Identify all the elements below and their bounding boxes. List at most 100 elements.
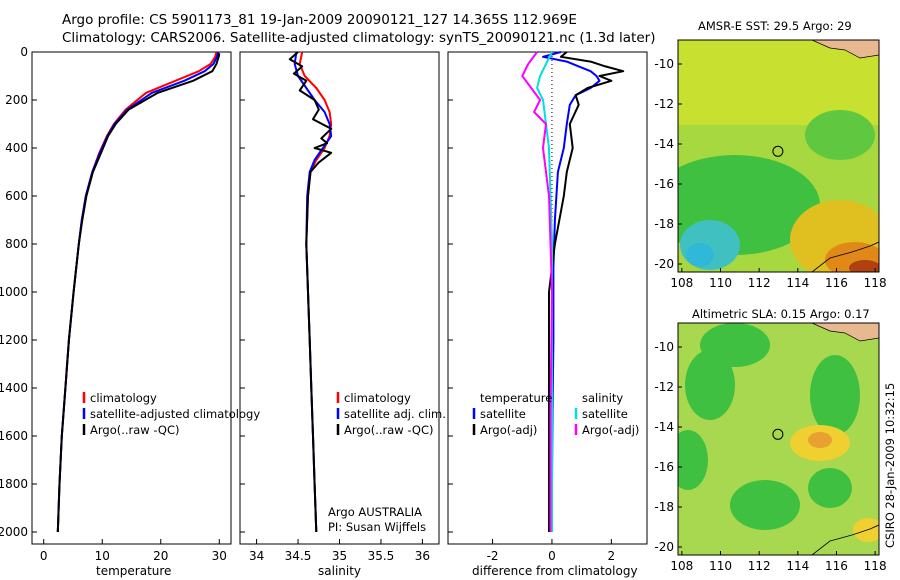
salinity-xlabel: salinity [318, 564, 361, 578]
sst-map-axes: 108 110 112 114 116 118 -10 -12 -14 -16 -18 -20 [654, 57, 886, 290]
map-y-tick-label: -18 [654, 500, 674, 514]
legend-title-temperature: temperature [480, 391, 552, 405]
map-y-tick-label: -10 [654, 340, 674, 354]
sla-low-region [678, 430, 708, 490]
map-x-tick-label: 108 [670, 559, 693, 573]
map-x-tick-label: 108 [670, 276, 693, 290]
salinity-plot-frame [239, 51, 440, 545]
legend-label-climatology: climatology [344, 391, 411, 405]
sla-map-panel: Altimetric SLA: 0.15 Argo: 0.17 108 110 11… [654, 307, 886, 573]
y-tick-label: 0 [20, 45, 28, 59]
map-x-tick-label: 112 [748, 559, 771, 573]
sst-hot-region [849, 260, 879, 272]
y-tick-label: 600 [5, 189, 28, 203]
x-tick-label: 20 [153, 549, 168, 563]
y-tick-label: 2000 [0, 525, 28, 539]
map-x-tick-label: 114 [786, 559, 809, 573]
y-tick-label: 800 [5, 237, 28, 251]
temperature-axes: 0 10 20 30 0 200 400 600 800 1000 1200 1400 1600 1800… [0, 45, 227, 563]
sla-argo-position-marker [772, 428, 784, 440]
y-tick-label: 1800 [0, 477, 28, 491]
y-tick-label: 1200 [0, 333, 28, 347]
salinity-series [288, 51, 333, 533]
timestamp-stamp: CSIRO 28-Jan-2009 10:32:15 [883, 383, 897, 548]
x-tick-label: 0 [40, 549, 48, 563]
difference-panel: -2 0 2 temperature satellite Argo(-adj) sa… [447, 51, 648, 578]
sst-warm-region [825, 242, 879, 272]
series-line-climatology [56, 51, 218, 533]
land-coast [811, 323, 879, 342]
y-tick-label: 1600 [0, 429, 28, 443]
x-tick-label: -2 [487, 549, 499, 563]
map-y-tick-label: -10 [654, 57, 674, 71]
x-tick-label: 34.5 [285, 549, 312, 563]
land-coast [811, 40, 879, 59]
x-tick-label: 0 [548, 549, 556, 563]
map-y-tick-label: -12 [654, 97, 674, 111]
map-x-tick-label: 110 [709, 559, 732, 573]
pi-label: PI: Susan Wijffels [328, 520, 426, 534]
series-line-salinity-argo-adj- [521, 51, 553, 532]
x-tick-label: 10 [95, 549, 110, 563]
x-tick-label: 36 [415, 549, 430, 563]
map-x-tick-label: 112 [748, 276, 771, 290]
sla-low-region [685, 350, 735, 420]
x-tick-label: 34 [249, 549, 264, 563]
salinity-axes: 34 34.5 35 35.5 36 [240, 51, 430, 563]
map-y-tick-label: -12 [654, 380, 674, 394]
land-coast [811, 524, 879, 555]
temperature-legend: climatology satellite-adjusted climatolo… [82, 391, 260, 437]
temperature-panel: 0 10 20 30 0 200 400 600 800 1000 1200 1400 1600 1800… [0, 45, 260, 578]
map-y-tick-label: -20 [654, 540, 674, 554]
series-line-argo-raw-qc- [56, 53, 221, 533]
header-line-2: Climatology: CARS2006. Satellite-adjuste… [62, 30, 655, 46]
x-tick-label: 30 [212, 549, 227, 563]
sst-cool-region [686, 243, 714, 267]
difference-plot-frame [447, 51, 648, 545]
sla-low-region [808, 468, 852, 508]
x-tick-label: 2 [608, 549, 616, 563]
legend-label-sal-argo: Argo(-adj) [582, 423, 639, 437]
series-line-temperature-argo-adj- [548, 51, 625, 532]
temperature-plot-frame [31, 51, 232, 545]
difference-legend: temperature satellite Argo(-adj) salinit… [472, 391, 639, 437]
salinity-legend: climatology satellite adj. clim. Argo(..… [336, 391, 446, 437]
argo-country-label: Argo AUSTRALIA [328, 505, 422, 519]
map-x-tick-label: 116 [825, 559, 848, 573]
temperature-xlabel: temperature [96, 564, 171, 578]
difference-series [521, 51, 625, 532]
sla-map-frame [677, 322, 880, 556]
map-y-tick-label: -16 [654, 460, 674, 474]
map-x-tick-label: 118 [864, 276, 887, 290]
sla-low-region [810, 355, 860, 435]
map-x-tick-label: 116 [825, 276, 848, 290]
sst-map-panel: AMSR-E SST: 29.5 Argo: 29 108 110 112 114 11… [654, 19, 886, 290]
sla-low-region [730, 480, 800, 530]
series-line-satellite-adjusted-climatology [56, 51, 220, 533]
land-coast [811, 241, 879, 272]
x-tick-label: 35 [332, 549, 347, 563]
temperature-series [56, 51, 221, 533]
salinity-panel: 34 34.5 35 35.5 36 climatology satellite adj… [239, 51, 446, 578]
header-line-1: Argo profile: CS 5901173_81 19-Jan-2009 … [62, 12, 577, 28]
y-tick-label: 200 [5, 93, 28, 107]
map-x-tick-label: 110 [709, 276, 732, 290]
sla-map-axes: 108 110 112 114 116 118 -10 -12 -14 -16 -18 -20 [654, 340, 886, 573]
map-x-tick-label: 114 [786, 276, 809, 290]
sst-map-title: AMSR-E SST: 29.5 Argo: 29 [698, 19, 852, 33]
difference-axes: -2 0 2 [448, 51, 616, 563]
series-line-salinity-satellite [536, 51, 553, 532]
sst-green-region [805, 110, 875, 160]
y-tick-label: 400 [5, 141, 28, 155]
legend-label-temp-satellite: satellite [480, 407, 526, 421]
sst-heatmap [678, 40, 879, 272]
map-y-tick-label: -18 [654, 217, 674, 231]
map-y-tick-label: -14 [654, 137, 674, 151]
legend-label-argo: Argo(..raw -QC) [90, 423, 180, 437]
legend-label-sal-satellite: satellite [582, 407, 628, 421]
y-tick-label: 1000 [0, 285, 28, 299]
map-y-tick-label: -20 [654, 257, 674, 271]
series-line-argo-raw-qc- [288, 51, 333, 533]
sla-map-title: Altimetric SLA: 0.15 Argo: 0.17 [692, 307, 870, 321]
